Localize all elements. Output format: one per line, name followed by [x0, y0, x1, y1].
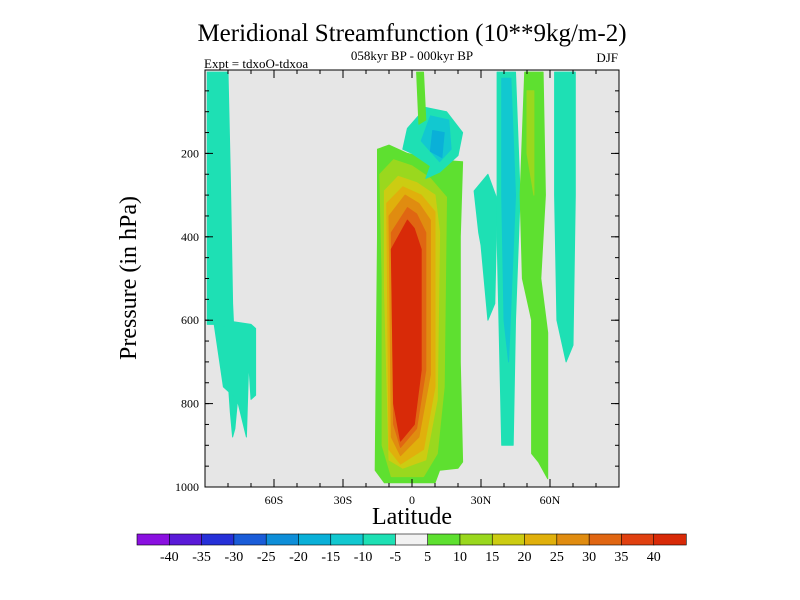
colorbar-swatch — [524, 533, 558, 546]
colorbar-label: 10 — [453, 550, 467, 565]
region-north-positive-core — [526, 90, 535, 196]
chart-title: Meridional Streamfunction (10**9kg/m-2) — [197, 20, 626, 47]
region-north-positive-band — [519, 71, 549, 480]
colorbar-swatch — [459, 533, 493, 546]
colorbar-swatch — [556, 533, 590, 546]
y-tick-label: 200 — [181, 146, 199, 160]
x-tick-label: 60N — [540, 493, 561, 507]
chart-subtitle: 058kyr BP - 000kyr BP — [351, 48, 473, 63]
colorbar-swatch — [427, 533, 461, 546]
x-tick-label: 60S — [265, 493, 284, 507]
colorbar-swatch — [330, 533, 364, 546]
y-tick-label: 800 — [181, 397, 199, 411]
colorbar-label: 25 — [550, 550, 564, 565]
x-axis-label: Latitude — [372, 504, 452, 530]
experiment-label: Expt = tdxoO-tdxoa — [204, 56, 308, 71]
region-sh-polar-negative — [206, 71, 257, 438]
colorbar-swatch — [168, 533, 203, 546]
region-main-cell-40 — [390, 219, 422, 442]
region-equatorial-upper-band — [416, 71, 427, 125]
colorbar-swatch — [362, 533, 396, 546]
colorbar-label: -25 — [257, 550, 276, 565]
y-tick-label: 400 — [181, 230, 199, 244]
colorbar-label: -30 — [225, 550, 244, 565]
region-north-negative-strip — [473, 173, 498, 321]
colorbar-label: -20 — [289, 550, 308, 565]
colorbar-label: -10 — [354, 550, 373, 565]
colorbar-label: -15 — [321, 550, 340, 565]
x-tick-label: 0 — [409, 493, 415, 507]
colorbar: -40 -35 -30 -25 -20 -15 -10 -5 5 10 15 20 25 30 35 40 — [136, 533, 687, 565]
region-upper-ne-negative-core — [429, 130, 445, 159]
colorbar-label: 20 — [518, 550, 532, 565]
colorbar-swatch — [491, 533, 526, 546]
colorbar-label: 40 — [647, 550, 661, 565]
region-far-north-negative — [554, 71, 576, 363]
colorbar-label: 35 — [614, 550, 628, 565]
colorbar-swatch — [201, 533, 235, 546]
colorbar-label: 30 — [582, 550, 596, 565]
colorbar-swatch — [136, 533, 170, 546]
colorbar-label: 5 — [424, 550, 431, 565]
colorbar-label: -5 — [390, 550, 402, 565]
y-axis-label: Pressure (in hPa) — [116, 196, 142, 360]
x-tick-label: 30N — [471, 493, 492, 507]
colorbar-label: -40 — [160, 550, 179, 565]
colorbar-swatch — [588, 533, 623, 546]
colorbar-label: -35 — [192, 550, 211, 565]
x-tick-label: 30S — [334, 493, 353, 507]
colorbar-swatch — [653, 533, 687, 546]
season-label: DJF — [596, 50, 618, 65]
region-north-wide-negative-core — [501, 77, 516, 363]
y-tick-label: 600 — [181, 313, 199, 327]
colorbar-swatch — [621, 533, 655, 546]
colorbar-swatch — [265, 533, 300, 546]
y-tick-label: 1000 — [175, 480, 199, 494]
colorbar-swatch — [298, 533, 332, 546]
colorbar-swatch — [233, 533, 267, 546]
colorbar-label: 15 — [485, 550, 499, 565]
colorbar-swatch — [395, 533, 429, 546]
